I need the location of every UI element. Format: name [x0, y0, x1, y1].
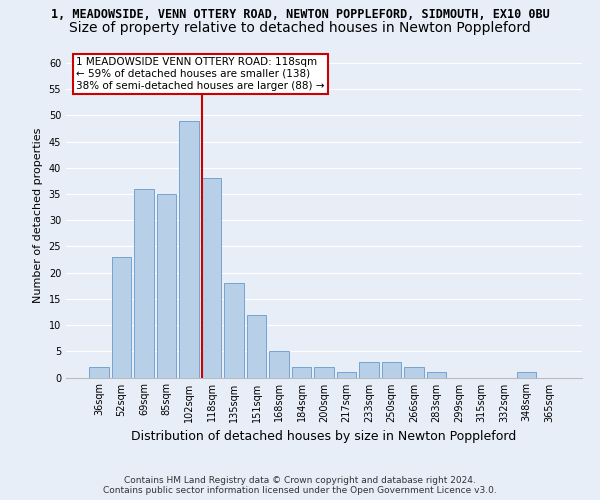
Bar	[269, 352, 289, 378]
Bar	[112, 257, 131, 378]
Bar	[404, 367, 424, 378]
Text: Size of property relative to detached houses in Newton Poppleford: Size of property relative to detached ho…	[69, 21, 531, 35]
Bar	[89, 367, 109, 378]
Bar	[359, 362, 379, 378]
Bar	[337, 372, 356, 378]
Bar	[157, 194, 176, 378]
Text: Contains HM Land Registry data © Crown copyright and database right 2024.
Contai: Contains HM Land Registry data © Crown c…	[103, 476, 497, 495]
Bar	[134, 189, 154, 378]
Bar	[247, 314, 266, 378]
Text: 1, MEADOWSIDE, VENN OTTERY ROAD, NEWTON POPPLEFORD, SIDMOUTH, EX10 0BU: 1, MEADOWSIDE, VENN OTTERY ROAD, NEWTON …	[50, 8, 550, 20]
Bar	[292, 367, 311, 378]
Bar	[517, 372, 536, 378]
Bar	[427, 372, 446, 378]
Bar	[314, 367, 334, 378]
Bar	[224, 283, 244, 378]
Text: 1 MEADOWSIDE VENN OTTERY ROAD: 118sqm
← 59% of detached houses are smaller (138): 1 MEADOWSIDE VENN OTTERY ROAD: 118sqm ← …	[76, 58, 325, 90]
Bar	[382, 362, 401, 378]
Y-axis label: Number of detached properties: Number of detached properties	[33, 128, 43, 302]
Bar	[179, 120, 199, 378]
Bar	[202, 178, 221, 378]
X-axis label: Distribution of detached houses by size in Newton Poppleford: Distribution of detached houses by size …	[131, 430, 517, 443]
